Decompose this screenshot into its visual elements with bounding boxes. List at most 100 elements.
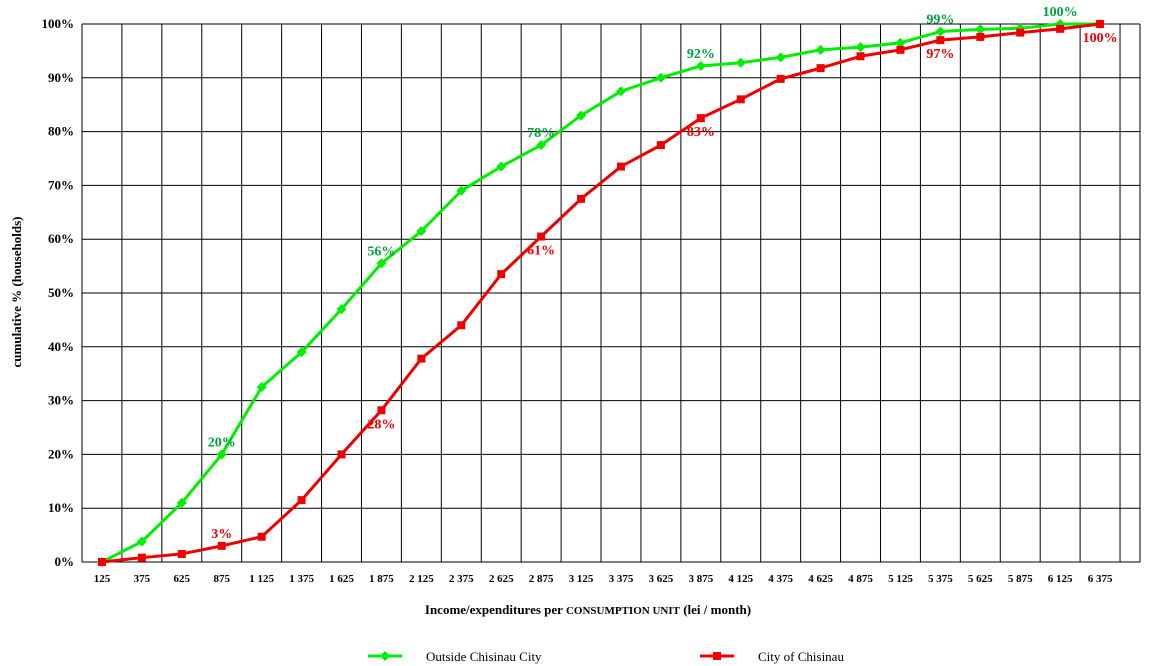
data-point <box>456 185 467 196</box>
data-point <box>97 558 106 566</box>
data-point <box>457 321 466 330</box>
x-tick-label: 4 125 <box>728 573 753 585</box>
data-point <box>416 226 427 237</box>
legend-item-outside-chisinau: Outside Chisinau City <box>368 649 542 664</box>
data-point <box>176 497 187 508</box>
x-tick-label: 1 375 <box>289 573 314 585</box>
data-point <box>497 270 506 279</box>
data-point <box>257 532 266 541</box>
data-point <box>136 536 147 547</box>
x-tick-label: 5 375 <box>928 573 953 585</box>
data-point <box>1016 28 1025 37</box>
data-point <box>855 42 866 53</box>
data-point <box>576 110 587 121</box>
data-point <box>537 232 546 241</box>
data-point <box>377 406 386 415</box>
data-point <box>655 72 666 83</box>
legend-label: Outside Chisinau City <box>426 649 542 664</box>
y-tick-label: 90% <box>48 70 74 85</box>
data-label: 56% <box>367 244 395 259</box>
series-line <box>101 22 1101 564</box>
x-tick-label: 1 125 <box>249 573 274 585</box>
data-point <box>536 140 547 151</box>
x-tick-label: 1 625 <box>329 573 354 585</box>
data-point <box>216 449 227 460</box>
x-axis-title-part1: Income/expenditures per <box>425 602 566 617</box>
data-labels: 20% 56% 78% 92% 99% 100% 3% 28% 61% 83% 97% 100% <box>208 5 1118 542</box>
x-tick-label: 2 125 <box>409 573 434 585</box>
data-point <box>815 44 826 55</box>
data-point <box>736 95 745 104</box>
data-label: 100% <box>1043 5 1078 20</box>
series-line <box>101 22 1101 564</box>
x-tick-label: 6 375 <box>1088 573 1113 585</box>
x-tick-label: 4 375 <box>768 573 793 585</box>
data-point <box>775 52 786 63</box>
data-label: 3% <box>211 527 232 542</box>
x-tick-label: 375 <box>134 573 151 585</box>
y-tick-label: 0% <box>55 554 75 569</box>
y-tick-label: 20% <box>48 446 74 461</box>
x-tick-label: 2 875 <box>529 573 554 585</box>
data-point <box>496 161 507 172</box>
data-point <box>217 541 226 550</box>
x-tick-label: 3 125 <box>569 573 594 585</box>
x-axis-title-part2: CONSUMPTION UNIT <box>566 605 681 617</box>
y-tick-label: 100% <box>42 16 75 31</box>
data-point <box>137 553 146 562</box>
data-point <box>856 52 865 61</box>
series-outside-chisinau <box>96 19 1106 567</box>
y-axis-ticks: 0% 10% 20% 30% 40% 50% 60% 70% 80% 90% 100% <box>42 16 75 569</box>
x-tick-label: 625 <box>174 573 191 585</box>
data-point <box>337 450 346 459</box>
legend: Outside Chisinau City City of Chisinau <box>368 649 844 664</box>
data-point <box>696 114 705 123</box>
data-label: 78% <box>527 126 555 141</box>
x-axis-title: Income/expenditures per CONSUMPTION UNIT… <box>425 602 751 617</box>
data-point <box>895 37 906 48</box>
data-point <box>417 354 426 363</box>
x-tick-label: 1 875 <box>369 573 394 585</box>
x-tick-label: 4 625 <box>808 573 833 585</box>
data-point <box>735 57 746 68</box>
series-city-of-chisinau <box>97 20 1105 566</box>
data-point <box>256 382 267 393</box>
data-point <box>935 26 946 37</box>
x-tick-label: 6 125 <box>1048 573 1073 585</box>
x-tick-label: 2 625 <box>489 573 514 585</box>
x-tick-label: 3 375 <box>609 573 634 585</box>
data-label: 92% <box>687 47 715 62</box>
x-axis-title-part3: (lei / month) <box>680 602 751 617</box>
series-layer <box>96 19 1106 567</box>
data-label: 28% <box>367 417 395 432</box>
data-label: 61% <box>527 244 555 259</box>
data-point <box>615 86 626 97</box>
data-point <box>695 60 706 71</box>
x-tick-label: 4 875 <box>848 573 873 585</box>
data-point <box>376 258 387 269</box>
data-point <box>936 36 945 45</box>
data-point <box>577 194 586 203</box>
y-tick-label: 30% <box>48 393 74 408</box>
y-tick-label: 70% <box>48 177 74 192</box>
data-label: 97% <box>926 47 954 62</box>
data-point <box>656 141 665 150</box>
y-axis-title: cumulative % (households) <box>9 217 24 368</box>
x-tick-label: 875 <box>213 573 230 585</box>
data-point <box>816 64 825 73</box>
x-tick-label: 3 875 <box>688 573 713 585</box>
y-tick-label: 40% <box>48 339 74 354</box>
x-tick-label: 5 125 <box>888 573 913 585</box>
data-label: 99% <box>926 13 954 28</box>
data-point <box>336 304 347 315</box>
data-point <box>177 549 186 558</box>
y-tick-label: 80% <box>48 124 74 139</box>
legend-label: City of Chisinau <box>758 649 844 664</box>
data-point <box>896 45 905 54</box>
data-point <box>297 496 306 505</box>
data-point <box>776 74 785 83</box>
chart-grid <box>81 23 1141 563</box>
legend-marker <box>713 652 721 660</box>
legend-marker <box>380 651 390 661</box>
